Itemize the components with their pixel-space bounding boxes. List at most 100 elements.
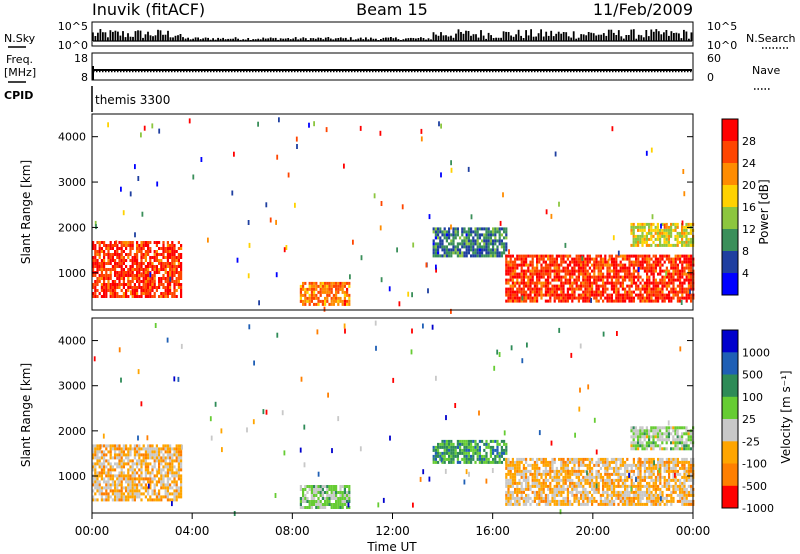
velocity-cell [569,457,572,461]
velocity-cell [658,468,661,474]
power-cell [330,290,333,294]
power-cell [650,290,653,294]
power-cell [665,275,668,279]
power-cell [236,257,239,263]
velocity-cell [558,487,561,491]
velocity-cell [151,456,154,460]
power-cell [522,290,525,294]
velocity-cell [566,496,569,500]
velocity-cell [659,499,662,503]
velocity-cell [116,462,119,466]
velocity-cell [324,506,327,509]
velocity-cell [626,463,629,467]
power-cell [492,242,495,246]
power-cell [489,233,492,237]
power-cell [654,228,657,232]
velocity-cell [299,500,302,503]
power-cell [153,277,156,280]
power-cell [597,263,600,267]
velocity-cell [441,451,444,455]
velocity-cell [348,491,351,494]
velocity-cell [514,475,517,479]
velocity-cell [337,491,340,494]
power-cell [153,253,156,256]
power-cell [610,281,613,285]
velocity-cell [432,460,435,464]
velocity-cell [129,447,132,451]
power-cell [335,293,338,297]
velocity-cell [131,459,134,463]
velocity-cell [531,463,534,467]
power-cell [140,250,143,253]
power-cell [551,287,554,291]
power-cell [505,242,508,246]
power-cell [588,299,591,303]
power-cell [553,293,556,297]
power-cell [685,299,688,303]
velocity-cell [599,475,602,479]
power-cell [610,263,613,267]
velocity-cell [144,483,147,487]
velocity-cell [661,432,664,436]
velocity-cell [562,502,565,506]
power-cell [582,269,585,273]
velocity-cell [140,447,143,451]
velocity-cell [518,469,521,473]
velocity-cell [681,493,684,497]
power-cell [679,269,682,273]
power-heatmap [92,117,695,314]
velocity-cell [149,453,152,457]
velocity-cell [628,496,631,500]
velocity-cell [505,499,508,503]
power-cell [138,244,141,247]
velocity-cell [175,456,178,460]
nsky-bar [630,29,633,41]
power-cell [169,292,172,295]
velocity-cell [166,474,169,478]
velocity-cell [531,499,534,503]
velocity-cell [571,490,574,494]
velocity-cell [646,484,649,488]
velocity-cell [511,472,514,476]
velocity-cell [153,474,156,478]
power-cell [94,247,97,250]
power-cell [412,242,415,248]
power-cell [162,277,165,280]
velocity-cell [448,439,451,443]
power-cell [652,281,655,285]
power-cell [529,293,532,297]
power-cell [492,233,495,237]
power-cell [522,254,525,258]
velocity-cell [672,441,675,445]
power-cell [650,272,653,276]
power-cell [94,253,97,256]
power-cell [131,289,134,292]
power-cell [107,268,110,271]
nsearch-tick-bottom: 10^0 [707,39,737,52]
velocity-cell [452,451,455,455]
power-cell [122,256,125,259]
power-cell [162,265,165,268]
velocity-cell [98,489,101,493]
velocity-cell [639,444,642,448]
velocity-cell [505,481,508,485]
velocity-cell [109,453,112,457]
power-cell [604,275,607,279]
power-cell [641,231,644,235]
power-cell [681,284,684,288]
power-cell [685,228,688,232]
velocity-cell [253,360,255,366]
velocity-cell [619,493,622,497]
velocity-cell [562,457,565,461]
velocity-cell [335,503,338,506]
velocity-cell [118,459,121,463]
nsky-bar [577,37,580,41]
power-cell [310,293,313,297]
power-cell [352,239,354,245]
velocity-cell [180,450,183,454]
power-cell [100,268,103,271]
velocity-cell [518,481,521,485]
velocity-cell [645,444,648,448]
power-cell [586,263,589,267]
power-cell [674,278,677,282]
